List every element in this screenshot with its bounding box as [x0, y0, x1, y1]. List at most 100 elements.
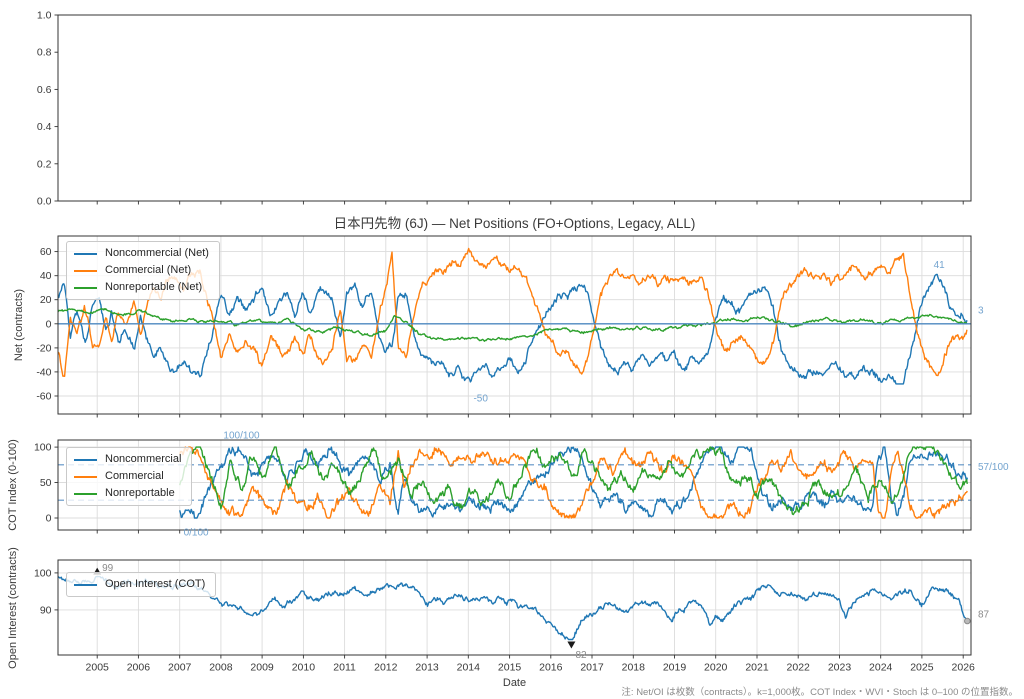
legend-label: Nonreportable (Net): [105, 281, 203, 294]
axes-spines: [57, 235, 972, 415]
svg-text:2005: 2005: [86, 662, 110, 674]
svg-text:0: 0: [46, 513, 52, 525]
legend-label: Open Interest (COT): [105, 578, 206, 590]
legend-line-swatch: [74, 269, 97, 272]
panel-net-positions: -60 -40 -20 0 20 40 60 -50 41 3: [36, 235, 984, 418]
annotation: 99: [102, 563, 114, 574]
annotation: 57/100: [978, 462, 1009, 473]
svg-text:2022: 2022: [787, 662, 811, 674]
legend-item: Commercial (Net): [74, 262, 209, 279]
annotation: 0/100: [184, 528, 209, 539]
legend-label: Commercial: [105, 470, 164, 483]
tick-marks: [54, 446, 964, 534]
legend-open-interest: Open Interest (COT): [66, 572, 217, 598]
svg-text:40: 40: [40, 270, 52, 282]
last-value-marker-icon: [964, 617, 971, 625]
svg-text:0.0: 0.0: [37, 196, 52, 208]
svg-text:2021: 2021: [745, 662, 769, 674]
axes-spines: [57, 559, 972, 656]
svg-text:0.2: 0.2: [37, 158, 52, 170]
series-line-commercial: [179, 446, 968, 519]
footnote: 注: Net/OI は枚数（contracts）。k=1,000枚。COT In…: [621, 687, 1018, 698]
legend-line-swatch: [74, 286, 97, 289]
legend-line-swatch: [74, 492, 97, 495]
svg-text:90: 90: [40, 604, 52, 616]
svg-text:-40: -40: [36, 366, 51, 378]
svg-text:2025: 2025: [910, 662, 934, 674]
annotation: 87: [978, 610, 990, 621]
tick-marks: [54, 14, 964, 205]
svg-text:2016: 2016: [539, 662, 563, 674]
series-line-commercial-net: [57, 247, 968, 377]
svg-text:2017: 2017: [580, 662, 604, 674]
annotation: -50: [473, 393, 488, 404]
svg-text:2012: 2012: [374, 662, 398, 674]
svg-text:2015: 2015: [498, 662, 522, 674]
svg-text:50: 50: [40, 477, 52, 489]
svg-text:100: 100: [34, 567, 52, 579]
legend-item: Noncommercial (Net): [74, 245, 209, 262]
min-marker-icon: [567, 641, 576, 649]
legend-line-swatch: [74, 252, 97, 255]
legend-item: Nonreportable (Net): [74, 279, 209, 296]
svg-text:0.6: 0.6: [37, 84, 52, 96]
legend-label: Noncommercial: [105, 453, 182, 465]
series-line-nonreportable-net: [57, 308, 968, 342]
annotation: 82: [576, 650, 588, 661]
svg-text:2026: 2026: [952, 662, 976, 674]
svg-text:0: 0: [46, 318, 52, 330]
y-tick-labels: 0 50 100: [34, 442, 52, 525]
y-tick-labels: 0.0 0.2 0.4 0.6 0.8 1.0: [37, 10, 52, 208]
series-line-nonreportable: [179, 446, 968, 516]
axes-spines: [57, 439, 972, 531]
legend-net-positions: Noncommercial (Net) Commercial (Net) Nonre…: [66, 241, 220, 301]
svg-text:2010: 2010: [292, 662, 316, 674]
annotation: 3: [978, 306, 984, 317]
legend-line-swatch: [74, 458, 97, 461]
series-line-noncommercial-net: [57, 273, 968, 385]
svg-text:2020: 2020: [704, 662, 728, 674]
axes-spines: [57, 14, 972, 202]
legend-label: Noncommercial (Net): [105, 247, 209, 259]
svg-text:2023: 2023: [828, 662, 852, 674]
svg-text:60: 60: [40, 246, 52, 258]
series-line-noncommercial: [179, 446, 968, 519]
svg-text:2013: 2013: [415, 662, 439, 674]
svg-text:2024: 2024: [869, 662, 893, 674]
panel-open-interest: 90 100 2005 2006 2007 2008 2009 2010 2011 2012 201…: [34, 559, 990, 674]
svg-text:-20: -20: [36, 342, 51, 354]
y-tick-labels: 90 100: [34, 567, 52, 616]
legend-line-swatch: [74, 475, 97, 478]
svg-text:2008: 2008: [209, 662, 233, 674]
legend-item: Open Interest (COT): [74, 576, 205, 593]
tick-marks: [54, 572, 964, 659]
y-tick-labels: -60 -40 -20 0 20 40 60: [36, 246, 51, 402]
svg-text:2018: 2018: [622, 662, 646, 674]
chart-title: 日本円先物 (6J) — Net Positions (FO+Options, …: [333, 216, 696, 231]
svg-text:2007: 2007: [168, 662, 192, 674]
svg-text:20: 20: [40, 294, 52, 306]
legend-line-swatch: [74, 583, 97, 586]
svg-text:100: 100: [34, 442, 52, 454]
svg-text:2019: 2019: [663, 662, 687, 674]
svg-text:0.8: 0.8: [37, 47, 52, 59]
y-axis-label-net-positions: Net (contracts): [13, 288, 25, 362]
svg-text:2014: 2014: [457, 662, 481, 674]
panel-empty: 0.0 0.2 0.4 0.6 0.8 1.0: [37, 10, 972, 208]
legend-item: Commercial: [74, 468, 181, 485]
legend-label: Commercial (Net): [105, 264, 192, 277]
svg-text:1.0: 1.0: [37, 10, 52, 22]
x-axis-label: Date: [502, 677, 527, 689]
y-axis-label-cot-index: COT Index (0-100): [7, 439, 19, 531]
tick-marks: [54, 251, 964, 418]
svg-text:2011: 2011: [333, 662, 356, 674]
legend-cot-index: Noncommercial Commercial Nonreportable: [66, 447, 193, 507]
svg-text:-60: -60: [36, 391, 51, 403]
x-tick-labels: 2005 2006 2007 2008 2009 2010 2011 2012 2013 2014…: [86, 662, 976, 674]
y-axis-label-open-interest: Open Interest (contracts): [7, 546, 19, 669]
legend-item: Nonreportable: [74, 485, 181, 502]
annotation: 41: [934, 260, 946, 271]
legend-label: Nonreportable: [105, 487, 175, 500]
panel-cot-index: 0 50 100 100/100 0/100 57/100: [34, 431, 1009, 539]
